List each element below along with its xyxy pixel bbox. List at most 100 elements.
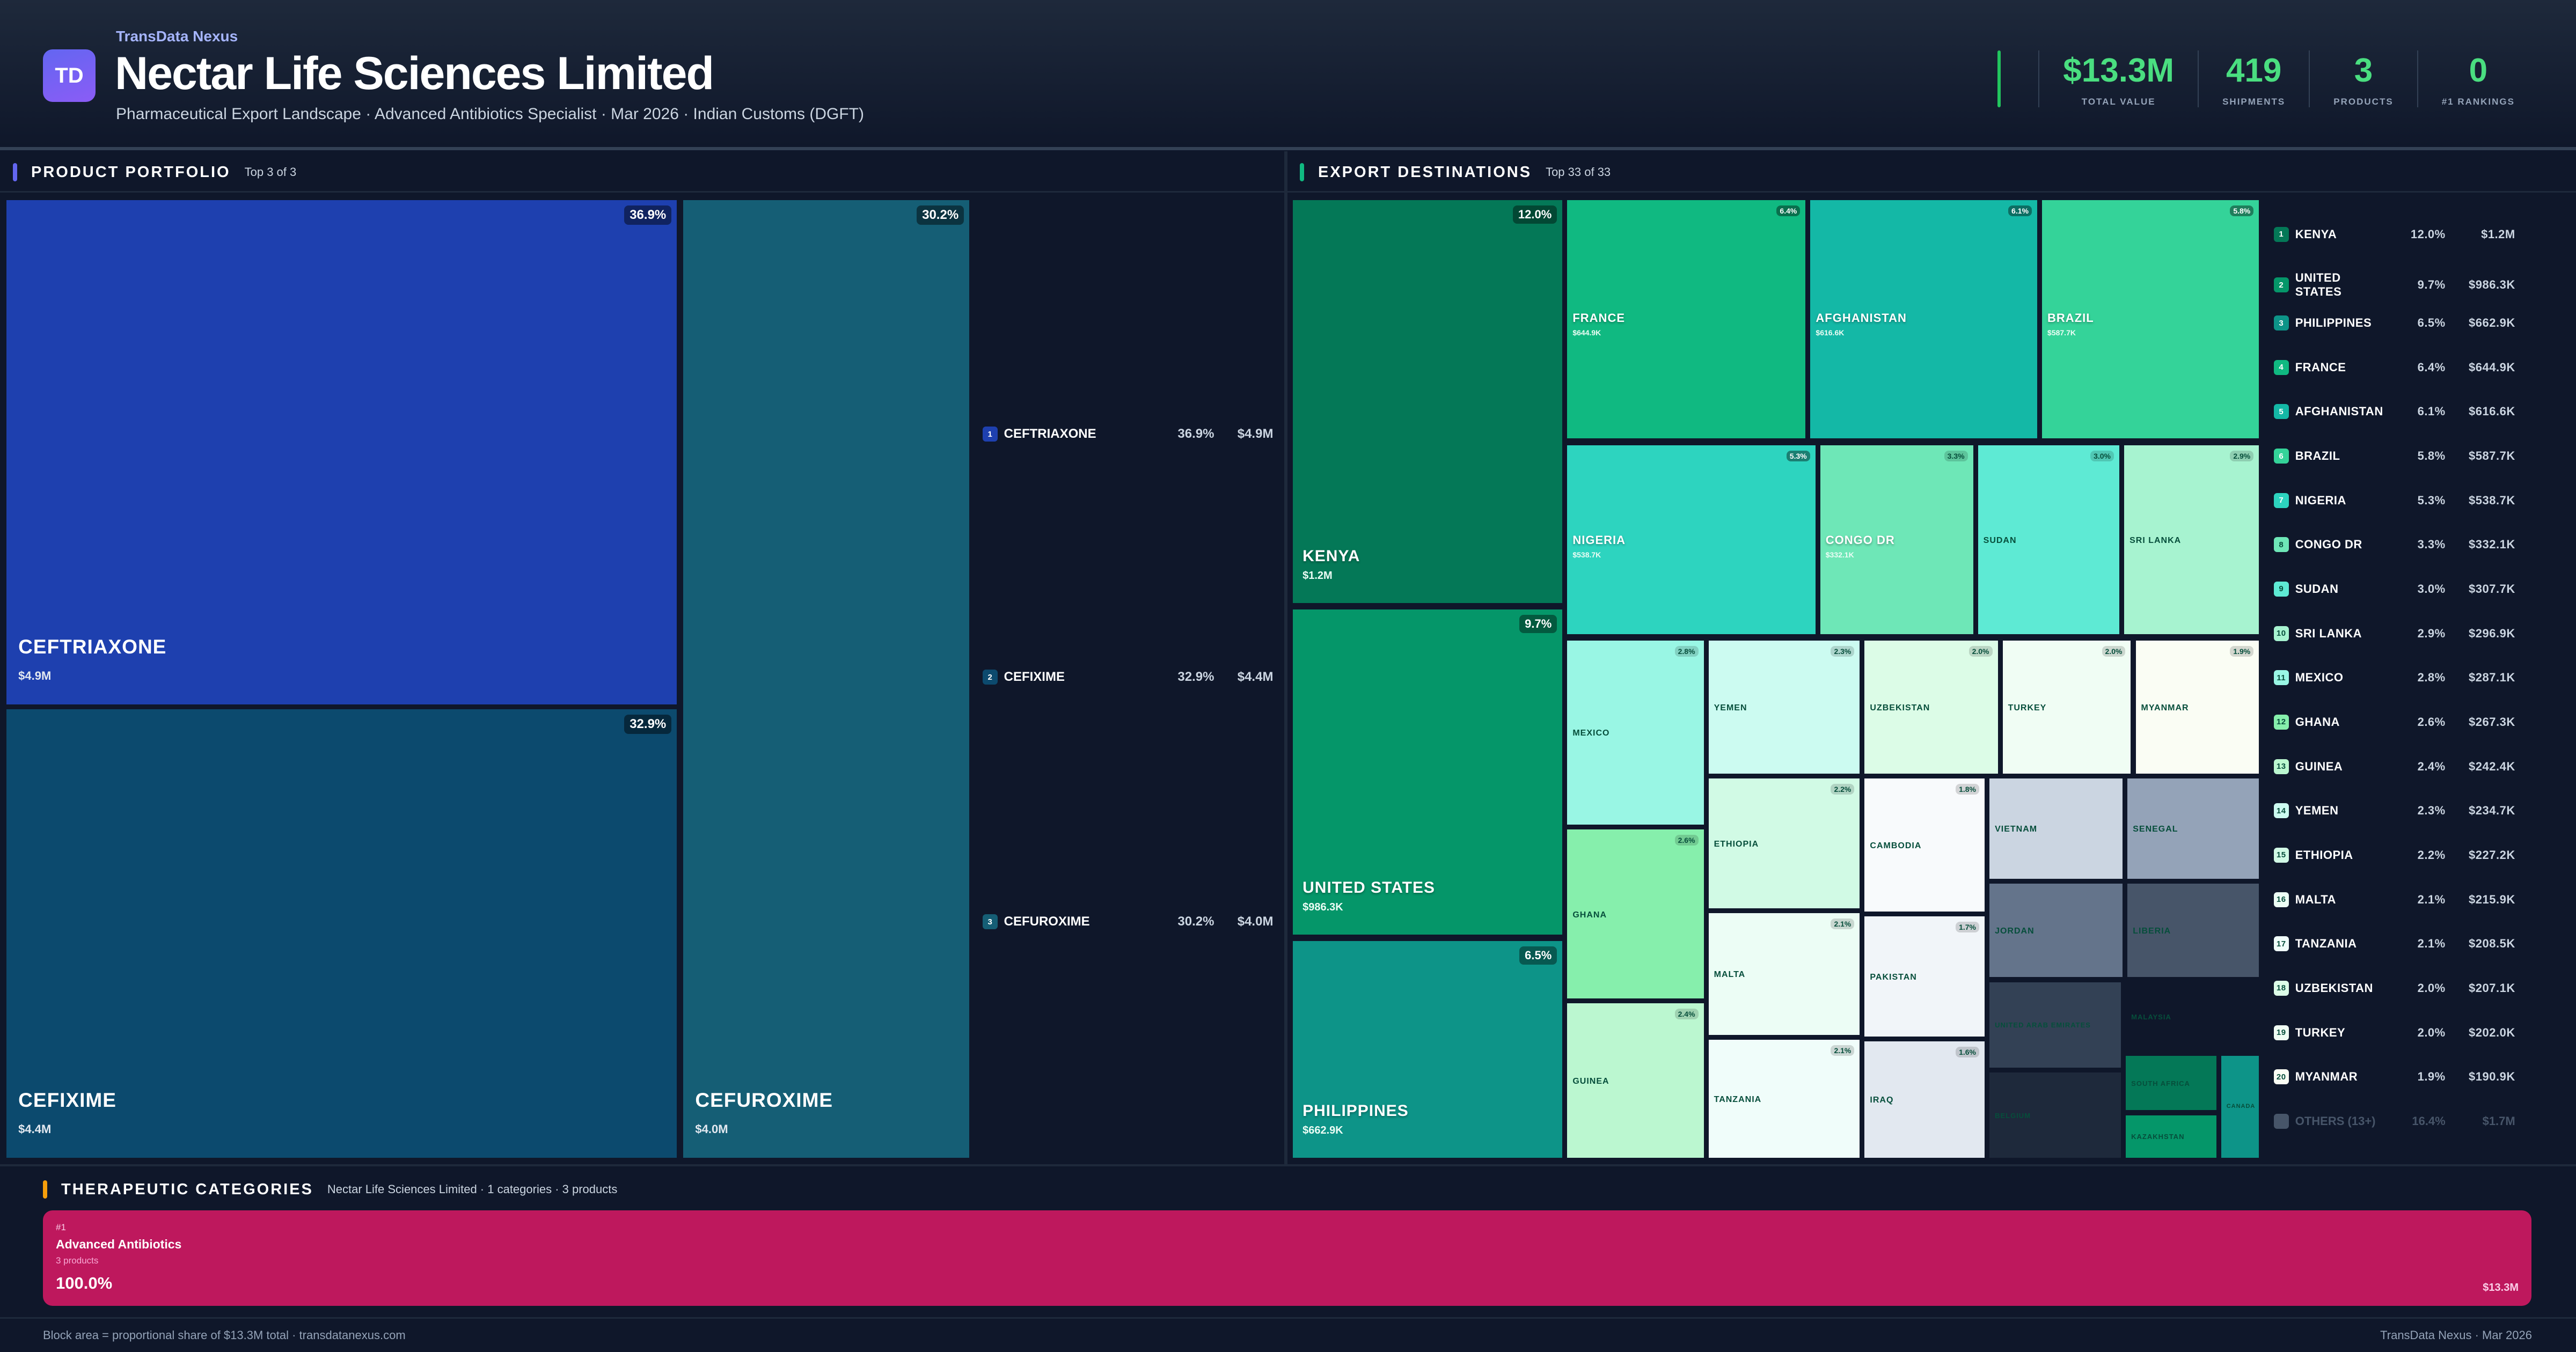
destination-value: $587.7K [2047,328,2076,337]
rank-badge: 3 [2273,315,2289,331]
accent-bar [43,1180,47,1199]
destination-list-item[interactable]: 9 SUDAN 3.0% $307.7K [2273,581,2515,597]
product-name: CEFTRIAXONE [1004,427,1096,442]
destination-list-item[interactable]: 11 MEXICO 2.8% $287.1K [2273,670,2515,686]
pct-badge: 2.9% [2230,450,2254,461]
destination-value: $287.1K [2469,671,2515,685]
destination-pct: 2.4% [2417,759,2446,773]
portfolio-header: PRODUCT PORTFOLIO Top 3 of 3 [13,163,296,181]
destination-cell-brazil[interactable]: 5.8% BRAZIL $587.7K [2040,199,2261,440]
destination-cell-malta[interactable]: 2.1% MALTA [1707,911,1862,1037]
destination-cell-philippines[interactable]: 6.5% PHILIPPINES $662.9K [1291,939,1564,1160]
destination-cell-nigeria[interactable]: 5.3% NIGERIA $538.7K [1565,443,1817,636]
destination-cell-myanmar[interactable]: 1.9% MYANMAR [2134,638,2261,775]
destination-cell-mexico[interactable]: 2.8% MEXICO [1565,638,1706,826]
destination-cell-pakistan[interactable]: 1.7% PAKISTAN [1863,915,1986,1038]
destination-pct: 2.2% [2417,848,2446,862]
destination-list-item[interactable]: 15 ETHIOPIA 2.2% $227.2K [2273,847,2515,863]
destination-list-item[interactable]: 20 MYANMAR 1.9% $190.9K [2273,1069,2515,1085]
destination-cell-france[interactable]: 6.4% FRANCE $644.9K [1565,199,1807,440]
product-list-item[interactable]: 2 CEFIXIME 32.9% $4.4M [982,670,1273,685]
destination-list-item[interactable]: 3 PHILIPPINES 6.5% $662.9K [2273,315,2515,331]
kpi-value: 419 [2226,52,2282,89]
destination-list-item[interactable]: 14 YEMEN 2.3% $234.7K [2273,803,2515,819]
destination-list-item[interactable]: 2 UNITED STATES 9.7% $986.3K [2273,271,2515,299]
destination-pct: 12.0% [2410,227,2446,241]
destination-cell-uzbekistan[interactable]: 2.0% UZBEKISTAN [1863,638,2000,775]
destination-list-item[interactable]: 19 TURKEY 2.0% $202.0K [2273,1025,2515,1040]
destination-value: $986.3K [2469,278,2515,292]
section-title: EXPORT DESTINATIONS [1318,163,1532,181]
product-list-item[interactable]: 1 CEFTRIAXONE 36.9% $4.9M [982,427,1273,442]
section-subtitle: Top 33 of 33 [1546,165,1611,179]
product-cell-ceftriaxone[interactable]: 36.9% CEFTRIAXONE $4.9M [5,199,679,707]
rank-badge: 1 [2273,226,2289,242]
destination-value: $587.7K [2469,449,2515,463]
destination-cell-ghana[interactable]: 2.6% GHANA [1565,827,1706,1001]
product-cell-cefixime[interactable]: 32.9% CEFIXIME $4.4M [5,708,679,1160]
destination-value: $1.2M [1302,569,1333,582]
destination-cell-congo-dr[interactable]: 3.3% CONGO DR $332.1K [1818,443,1975,636]
destination-cell-yemen[interactable]: 2.3% YEMEN [1707,638,1862,775]
destination-cell-liberia[interactable]: LIBERIA [2126,881,2261,979]
destination-list-item[interactable]: 18 UZBEKISTAN 2.0% $207.1K [2273,980,2515,996]
destination-list-item[interactable]: 16 MALTA 2.1% $215.9K [2273,892,2515,907]
destination-list-item[interactable]: 4 FRANCE 6.4% $644.9K [2273,359,2515,375]
destination-name: UZBEKISTAN [2295,981,2373,995]
logo-text: TD [55,63,84,87]
rank-badge: 1 [982,427,998,442]
destination-name: PHILIPPINES [2295,316,2372,330]
header: TD TransData Nexus Nectar Life Sciences … [0,0,2576,150]
destination-cell-cambodia[interactable]: 1.8% CAMBODIA [1863,776,1986,914]
destination-cell-kenya[interactable]: 12.0% KENYA $1.2M [1291,199,1564,605]
destination-cell-united-states[interactable]: 9.7% UNITED STATES $986.3K [1291,607,1564,936]
destination-cell-afghanistan[interactable]: 6.1% AFGHANISTAN $616.6K [1809,199,2039,440]
destination-list-item[interactable]: 12 GHANA 2.6% $267.3K [2273,714,2515,730]
destination-value: $202.0K [2469,1025,2515,1039]
destination-value: $296.9K [2469,626,2515,640]
destination-cell-senegal[interactable]: SENEGAL [2126,776,2261,880]
product-value: $4.0M [695,1122,728,1136]
destination-name: JORDAN [1995,927,2035,936]
destination-list-item[interactable]: 1 KENYA 12.0% $1.2M [2273,226,2515,242]
destination-list-item[interactable]: 10 SRI LANKA 2.9% $296.9K [2273,626,2515,641]
product-name: CEFIXIME [1004,670,1065,685]
destination-list-item[interactable]: 5 AFGHANISTAN 6.1% $616.6K [2273,404,2515,420]
product-list-item[interactable]: 3 CEFUROXIME 30.2% $4.0M [982,914,1273,930]
destination-cell-jordan[interactable]: JORDAN [1988,881,2125,979]
destination-cell-vietnam[interactable]: VIETNAM [1988,776,2125,880]
destination-value: $538.7K [1572,550,1601,560]
category-block-advanced-antibiotics[interactable]: #1 Advanced Antibiotics 3 products 100.0… [43,1210,2531,1306]
destination-cell-iraq[interactable]: 1.6% IRAQ [1863,1039,1986,1160]
destination-name: CANADA [2226,1103,2256,1110]
product-cell-cefuroxime[interactable]: 30.2% CEFUROXIME $4.0M [682,199,971,1160]
destination-name: NIGERIA [2295,493,2346,507]
destination-list-item[interactable]: 13 GUINEA 2.4% $242.4K [2273,759,2515,774]
pct-badge: 6.5% [1519,946,1557,965]
destination-cell-kazakhstan[interactable]: KAZAKHSTAN [2124,1113,2218,1160]
destination-cell-guinea[interactable]: 2.4% GUINEA [1565,1002,1706,1160]
destination-list-item[interactable]: 6 BRAZIL 5.8% $587.7K [2273,449,2515,464]
destination-list-item[interactable]: 7 NIGERIA 5.3% $538.7K [2273,493,2515,508]
kpi-label: PRODUCTS [2333,97,2394,107]
destination-pct: 6.4% [2417,360,2446,374]
destination-list-item[interactable]: 8 CONGO DR 3.3% $332.1K [2273,537,2515,553]
destination-list-item[interactable]: 17 TANZANIA 2.1% $208.5K [2273,936,2515,952]
destination-cell-south-africa[interactable]: SOUTH AFRICA [2124,1054,2218,1112]
destination-name: UNITED ARAB EMIRATES [1995,1021,2091,1030]
accent-bar [1300,163,1304,181]
destination-name: BELGIUM [1995,1111,2031,1120]
destination-cell-turkey[interactable]: 2.0% TURKEY [2001,638,2133,775]
destination-cell-belgium[interactable]: BELGIUM [1988,1070,2123,1160]
destination-cell-ethiopia[interactable]: 2.2% ETHIOPIA [1707,776,1862,910]
destination-pct: 2.9% [2417,626,2446,640]
destination-list-others[interactable]: OTHERS (13+) 16.4% $1.7M [2273,1113,2515,1129]
destination-name: GUINEA [2295,759,2343,773]
destination-cell-sri-lanka[interactable]: 2.9% SRI LANKA [2123,443,2261,636]
destination-cell-canada[interactable]: CANADA [2219,1054,2261,1160]
destination-cell-sudan[interactable]: 3.0% SUDAN [1976,443,2121,636]
destination-cell-united-arab-emirates[interactable]: UNITED ARAB EMIRATES [1988,980,2123,1069]
destination-cell-tanzania[interactable]: 2.1% TANZANIA [1707,1038,1862,1160]
destination-cell-malaysia[interactable]: MALAYSIA [2124,980,2261,1053]
rank-badge: 3 [982,914,998,930]
